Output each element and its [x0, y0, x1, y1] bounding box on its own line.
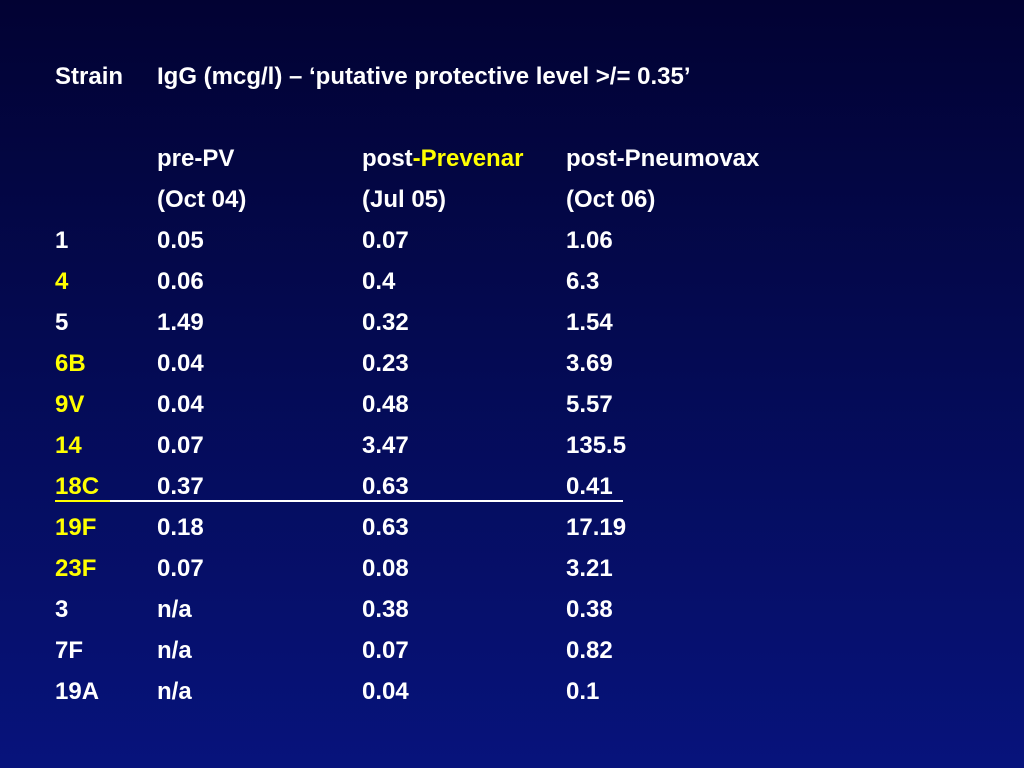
post-pneumovax-value: 135.5 — [566, 432, 627, 459]
post-prevenar-value: 0.63 — [362, 473, 409, 500]
post-pneumovax-value: 3.69 — [566, 350, 613, 377]
pre-pv-value: 0.07 — [157, 432, 204, 459]
post-prevenar-value: 3.47 — [362, 432, 409, 459]
pre-pv-value: 0.37 — [157, 473, 204, 500]
post-prevenar-value: 0.4 — [362, 268, 396, 295]
strain-header: Strain — [55, 63, 124, 90]
post-prevenar-value: 0.04 — [362, 678, 409, 705]
post-prevenar-value: 0.48 — [362, 391, 409, 418]
post-pneumovax-value: 0.38 — [566, 596, 613, 623]
strain-cell: 19A — [55, 678, 100, 705]
pre-pv-value: 0.06 — [157, 268, 204, 295]
strain-cell: 23F — [55, 555, 97, 582]
post-prevenar-value: 0.38 — [362, 596, 409, 623]
pre-pv-value: 0.04 — [157, 350, 204, 377]
strain-cell: 5 — [55, 309, 69, 336]
pre-pv-value: 0.07 — [157, 555, 204, 582]
post-prevenar-value: 0.07 — [362, 227, 409, 254]
col-pre-pv-label-text: pre-PV — [157, 145, 235, 172]
col-post-prevenar-label-text: post — [362, 145, 413, 172]
post-pneumovax-value: 0.1 — [566, 678, 600, 705]
pre-pv-value: 0.05 — [157, 227, 204, 254]
post-pneumovax-value: 3.21 — [566, 555, 613, 582]
strain-cell: 9V — [55, 391, 85, 418]
pre-pv-value: 0.18 — [157, 514, 204, 541]
strain-underline — [55, 500, 110, 502]
col-post-pneumovax-date: (Oct 06) — [566, 186, 656, 213]
post-pneumovax-value: 5.57 — [566, 391, 613, 418]
strain-cell: 4 — [55, 268, 69, 295]
col-post-pneumovax-label: post-Pneumovax — [566, 144, 759, 174]
col-pre-pv-date: (Oct 04) — [157, 186, 247, 213]
strain-cell: 19F — [55, 514, 97, 541]
pre-pv-value: 1.49 — [157, 309, 204, 336]
col-pre-pv-label: pre-PV — [157, 144, 234, 174]
post-prevenar-value: 0.07 — [362, 637, 409, 664]
pre-pv-value: n/a — [157, 637, 192, 664]
igg-header: IgG (mcg/l) – ‘putative protective level… — [157, 63, 691, 90]
strain-cell: 7F — [55, 637, 84, 664]
post-pneumovax-value: 1.54 — [566, 309, 613, 336]
post-prevenar-value: 0.08 — [362, 555, 409, 582]
strain-cell: 6B — [55, 350, 86, 377]
strain-cell: 18C — [55, 473, 100, 500]
strain-cell: 1 — [55, 227, 69, 254]
post-prevenar-value: 0.23 — [362, 350, 409, 377]
col-post-prevenar-date: (Jul 05) — [362, 186, 447, 213]
pre-pv-value: n/a — [157, 596, 192, 623]
strain-cell: 3 — [55, 596, 69, 623]
row-underline — [55, 500, 623, 502]
strain-cell: 14 — [55, 432, 82, 459]
pre-pv-value: n/a — [157, 678, 192, 705]
post-prevenar-value: 0.63 — [362, 514, 409, 541]
post-prevenar-value: 0.32 — [362, 309, 409, 336]
post-pneumovax-value: 17.19 — [566, 514, 627, 541]
post-pneumovax-value: 0.82 — [566, 637, 613, 664]
col-post-prevenar-label: post-Prevenar — [362, 144, 523, 174]
post-pneumovax-value: 6.3 — [566, 268, 600, 295]
pre-pv-value: 0.04 — [157, 391, 204, 418]
post-pneumovax-value: 0.41 — [566, 473, 613, 500]
post-pneumovax-value: 1.06 — [566, 227, 613, 254]
col-post-prevenar-label-highlight: -Prevenar — [412, 145, 524, 172]
col-post-pneumovax-label-text: post-Pneumovax — [566, 145, 760, 172]
